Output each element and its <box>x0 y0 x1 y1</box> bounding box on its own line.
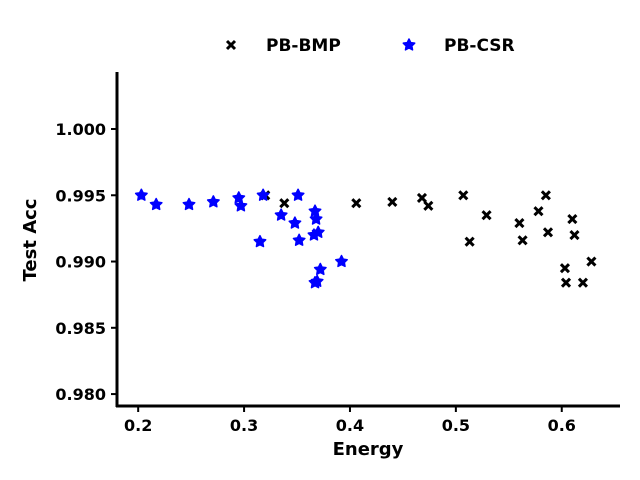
data-point <box>311 225 325 238</box>
data-point <box>335 254 348 268</box>
y-tick-label: 0.990 <box>55 253 106 272</box>
data-point <box>232 191 246 204</box>
data-point <box>387 196 398 207</box>
x-tick-label: 0.3 <box>230 416 258 435</box>
y-tick-label: 1.000 <box>55 120 106 139</box>
data-point <box>274 208 288 221</box>
legend-marker <box>225 39 237 51</box>
series-pb-csr <box>134 188 348 289</box>
data-point <box>542 227 554 238</box>
series-pb-bmp <box>260 190 597 288</box>
y-axis: 0.980 0.985 0.990 0.995 1.000 <box>55 72 119 407</box>
data-point <box>182 197 196 211</box>
data-point <box>279 198 290 209</box>
data-point <box>464 236 475 247</box>
x-tick-label: 0.4 <box>336 416 364 435</box>
plot-area <box>134 188 597 289</box>
data-point <box>514 218 525 229</box>
data-point <box>586 256 597 267</box>
data-point <box>577 277 588 288</box>
data-point <box>313 262 327 276</box>
data-point <box>256 188 270 201</box>
x-axis: 0.2 0.3 0.4 0.5 0.6 <box>116 404 620 435</box>
legend-label: PB-BMP <box>266 36 341 56</box>
x-tick-label: 0.2 <box>124 416 152 435</box>
data-point <box>206 195 220 208</box>
data-point <box>292 233 306 246</box>
data-point <box>288 216 302 229</box>
y-tick-label: 0.985 <box>55 319 106 338</box>
data-point <box>351 198 362 209</box>
data-point <box>458 190 469 201</box>
x-tick-label: 0.5 <box>442 416 470 435</box>
data-point <box>416 192 428 203</box>
data-point <box>560 277 572 288</box>
data-point <box>291 188 305 201</box>
legend-marker <box>402 38 416 51</box>
data-point <box>569 229 580 241</box>
data-point <box>517 235 528 246</box>
data-point <box>253 234 267 248</box>
data-point <box>234 199 248 212</box>
data-point <box>481 210 492 221</box>
data-point <box>134 188 148 201</box>
data-point <box>533 206 544 217</box>
x-axis-label: Energy <box>333 439 404 460</box>
y-axis-label: Test Acc <box>20 199 41 282</box>
data-point <box>310 274 324 288</box>
data-point <box>540 190 551 201</box>
legend-label: PB-CSR <box>444 36 515 56</box>
y-tick-label: 0.995 <box>55 186 106 205</box>
data-point <box>567 214 578 225</box>
legend: PB-BMP PB-CSR <box>225 36 515 56</box>
data-point <box>423 200 434 211</box>
y-tick-label: 0.980 <box>55 385 106 404</box>
data-point <box>309 212 323 225</box>
data-point <box>149 197 163 211</box>
data-point <box>559 263 570 274</box>
x-tick-label: 0.6 <box>548 416 576 435</box>
